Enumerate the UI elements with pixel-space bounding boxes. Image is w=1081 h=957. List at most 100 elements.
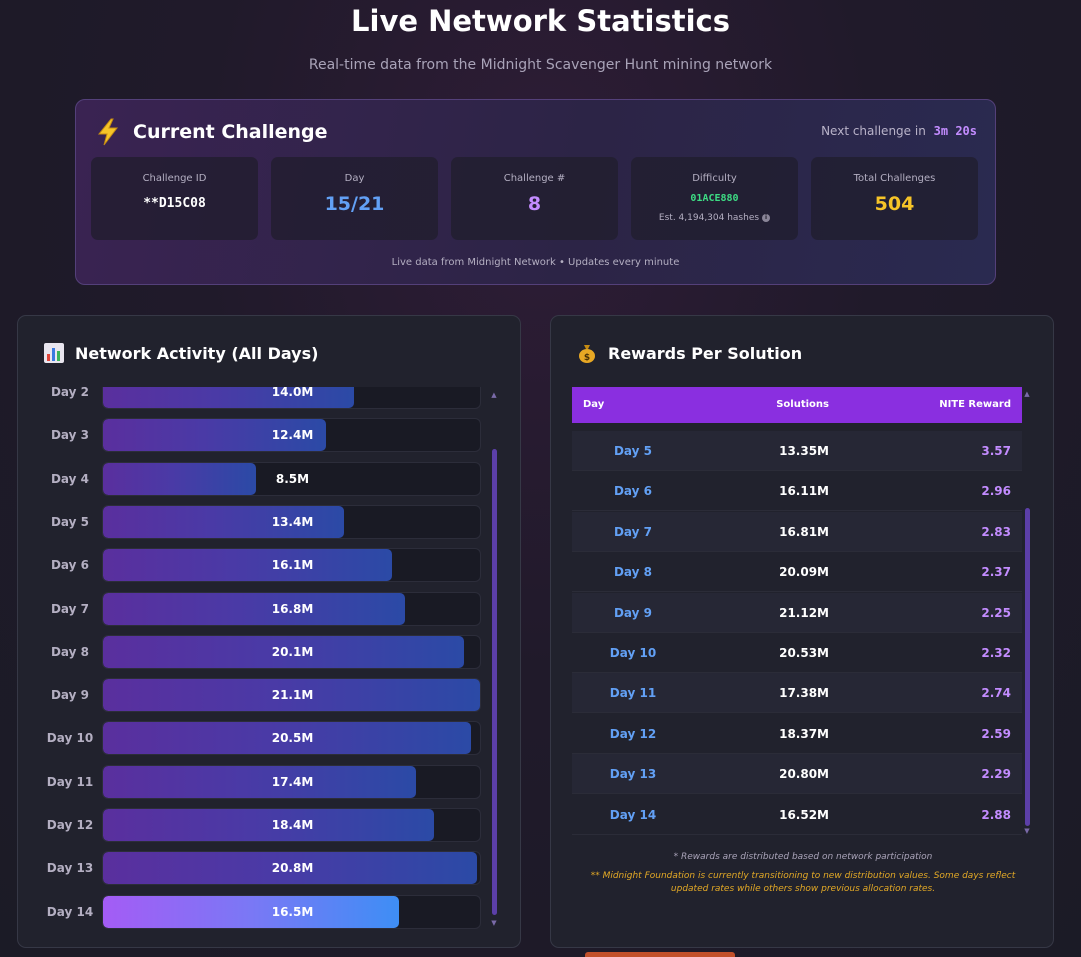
activity-bar-row: Day 6 16.1M bbox=[18, 548, 488, 583]
bar-chart-icon bbox=[44, 343, 64, 363]
activity-bar-track: 17.4M bbox=[102, 764, 481, 799]
activity-bar-row: Day 5 13.4M bbox=[18, 504, 488, 539]
scroll-down-arrow-icon[interactable]: ▼ bbox=[491, 919, 497, 927]
rewards-table-row: Day 5 13.35M 3.57 bbox=[572, 431, 1022, 471]
activity-bar-track: 16.1M bbox=[102, 548, 481, 583]
activity-bar-row: Day 13 20.8M bbox=[18, 851, 488, 886]
total-challenges-label: Total Challenges bbox=[853, 173, 936, 184]
activity-bar-track: 13.4M bbox=[102, 504, 481, 539]
activity-bar-day-label: Day 14 bbox=[46, 904, 94, 919]
challenge-header: Current Challenge bbox=[94, 118, 328, 146]
reward-solutions-cell: 17.38M bbox=[779, 686, 829, 701]
activity-bar-row: Day 3 12.4M bbox=[18, 418, 488, 453]
challenge-title: Current Challenge bbox=[133, 121, 328, 143]
activity-bar-day-label: Day 10 bbox=[46, 731, 94, 746]
activity-bar-track: 20.1M bbox=[102, 634, 481, 669]
activity-bar-day-label: Day 5 bbox=[50, 514, 90, 529]
table-scroll-down-arrow-icon[interactable]: ▼ bbox=[1024, 827, 1030, 835]
activity-bar-fill bbox=[103, 852, 477, 885]
reward-nite-cell: 2.29 bbox=[981, 767, 1011, 782]
rewards-table-row: Day 6 16.11M 2.96 bbox=[572, 471, 1022, 512]
rewards-header: $ Rewards Per Solution bbox=[576, 342, 802, 364]
activity-bar-value: 21.1M bbox=[271, 688, 314, 703]
activity-bar-day-label: Day 6 bbox=[50, 558, 90, 573]
activity-bar-fill bbox=[103, 722, 471, 755]
activity-scrollbar[interactable] bbox=[492, 449, 497, 915]
reward-solutions-cell: 13.35M bbox=[779, 444, 829, 458]
reward-solutions-cell: 16.11M bbox=[779, 484, 829, 499]
difficulty-hashes: Est. 4,194,304 hashes i bbox=[631, 213, 798, 223]
reward-day-cell: Day 5 bbox=[613, 444, 653, 458]
activity-bar-fill bbox=[103, 462, 256, 495]
table-scroll-up-arrow-icon[interactable]: ▲ bbox=[1024, 390, 1030, 398]
activity-bar-day-label: Day 3 bbox=[50, 428, 90, 443]
lightning-bolt-icon bbox=[97, 118, 119, 146]
next-challenge-label: Next challenge in bbox=[821, 124, 926, 138]
activity-bar-fill bbox=[103, 387, 354, 408]
activity-bar-fill bbox=[103, 419, 326, 452]
activity-bar-day-label: Day 12 bbox=[46, 818, 94, 832]
activity-bar-value: 16.1M bbox=[271, 558, 314, 573]
reward-solutions-cell: 20.80M bbox=[779, 767, 829, 782]
activity-bar-row: Day 7 16.8M bbox=[18, 591, 488, 626]
reward-solutions-cell: 18.37M bbox=[779, 726, 829, 741]
challenge-number-value: 8 bbox=[527, 193, 542, 215]
reward-nite-cell: 2.74 bbox=[981, 686, 1011, 701]
day-value: 15/21 bbox=[324, 193, 385, 215]
day-label: Day bbox=[344, 173, 365, 184]
activity-bar-track: 14.0M bbox=[102, 387, 481, 409]
activity-bar-row: Day 4 8.5M bbox=[18, 461, 488, 496]
activity-bar-day-label: Day 11 bbox=[46, 774, 94, 789]
activity-bar-fill bbox=[103, 765, 416, 798]
rewards-table[interactable]: Day Solutions NITE Reward Day 5 13.35M 3.5… bbox=[572, 387, 1022, 839]
rewards-table-row: Day 12 18.37M 2.59 bbox=[572, 713, 1022, 754]
reward-day-cell: Day 12 bbox=[609, 726, 657, 741]
activity-bar-row: Day 9 21.1M bbox=[18, 678, 488, 713]
reward-nite-cell: 2.96 bbox=[981, 484, 1011, 499]
reward-day-cell: Day 13 bbox=[609, 767, 657, 782]
activity-bar-value: 12.4M bbox=[271, 428, 314, 443]
activity-bar-value: 17.4M bbox=[271, 774, 314, 789]
column-header-solutions: Solutions bbox=[776, 399, 829, 410]
reward-nite-cell: 2.37 bbox=[981, 565, 1011, 580]
activity-bar-day-label: Day 9 bbox=[50, 688, 90, 703]
next-challenge-countdown: 3m 20s bbox=[933, 124, 977, 138]
rewards-panel: $ Rewards Per Solution Day Solutions NIT… bbox=[550, 315, 1054, 948]
total-challenges-value: 504 bbox=[874, 193, 915, 215]
activity-bar-track: 18.4M bbox=[102, 808, 481, 842]
rewards-table-header: Day Solutions NITE Reward bbox=[572, 387, 1022, 423]
activity-bar-row: Day 11 17.4M bbox=[18, 764, 488, 799]
rewards-table-row: Day 13 20.80M 2.29 bbox=[572, 754, 1022, 795]
reward-day-cell: Day 6 bbox=[613, 484, 653, 499]
bottom-accent-bar bbox=[585, 952, 735, 957]
activity-bar-value: 16.8M bbox=[271, 601, 314, 616]
activity-bar-fill bbox=[103, 505, 344, 538]
activity-bar-value: 20.5M bbox=[271, 731, 314, 746]
challenge-id-tile: Challenge ID **D15C08 bbox=[91, 157, 258, 240]
reward-solutions-cell: 21.12M bbox=[779, 605, 829, 620]
reward-day-cell: Day 11 bbox=[609, 686, 657, 701]
scroll-up-arrow-icon[interactable]: ▲ bbox=[491, 391, 497, 399]
rewards-table-row: Day 7 16.81M 2.83 bbox=[572, 511, 1022, 552]
reward-solutions-cell: 16.81M bbox=[779, 524, 829, 539]
activity-bar-value: 18.4M bbox=[271, 818, 314, 832]
rewards-scrollbar[interactable] bbox=[1025, 508, 1030, 826]
activity-bar-value: 20.1M bbox=[271, 644, 314, 659]
challenge-stat-tiles: Challenge ID **D15C08 Day 15/21 Challeng… bbox=[91, 157, 978, 240]
activity-bar-day-label: Day 7 bbox=[50, 601, 90, 616]
day-tile: Day 15/21 bbox=[271, 157, 438, 240]
reward-day-cell: Day 8 bbox=[613, 565, 653, 580]
info-icon[interactable]: i bbox=[762, 213, 771, 222]
activity-bar-track: 16.5M bbox=[102, 894, 481, 929]
activity-bar-fill bbox=[103, 592, 405, 625]
activity-bar-value: 14.0M bbox=[271, 387, 314, 399]
activity-bar-day-label: Day 4 bbox=[50, 471, 90, 486]
activity-bar-value: 8.5M bbox=[275, 471, 310, 486]
difficulty-tile: Difficulty 01ACE880 Est. 4,194,304 hashe… bbox=[631, 157, 798, 240]
activity-bar-row: Day 10 20.5M bbox=[18, 721, 488, 756]
activity-bar-row: Day 8 20.1M bbox=[18, 634, 488, 669]
network-activity-bars[interactable]: Day 2 14.0M Day 3 12.4M Day 4 8.5M Day 5 13.4M D… bbox=[18, 387, 522, 932]
rewards-table-row: Day 11 17.38M 2.74 bbox=[572, 673, 1022, 714]
rewards-warning: ** Midnight Foundation is currently tran… bbox=[590, 871, 1016, 894]
rewards-table-row: Day 10 20.53M 2.32 bbox=[572, 633, 1022, 673]
